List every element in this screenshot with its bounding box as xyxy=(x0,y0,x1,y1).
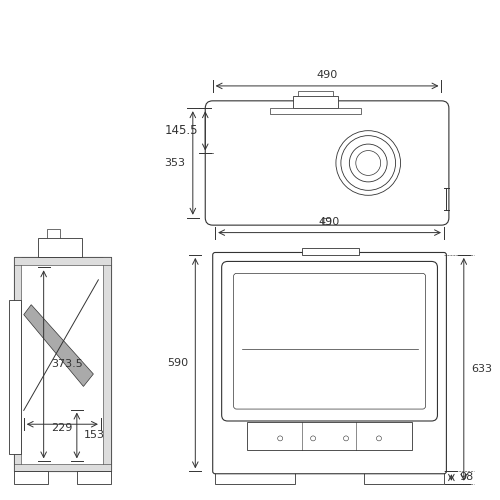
Bar xyxy=(38,238,82,258)
Text: 590: 590 xyxy=(166,358,188,368)
Bar xyxy=(270,108,362,114)
Text: 353: 353 xyxy=(164,158,186,168)
Bar xyxy=(322,218,330,224)
Polygon shape xyxy=(24,304,94,386)
Text: 490: 490 xyxy=(319,216,340,226)
Bar xyxy=(298,91,332,96)
FancyBboxPatch shape xyxy=(206,101,449,225)
Bar xyxy=(77,472,111,484)
Bar xyxy=(14,258,111,472)
Bar xyxy=(14,472,48,484)
Bar xyxy=(247,422,412,450)
Text: 633: 633 xyxy=(472,364,492,374)
Text: 490: 490 xyxy=(316,70,338,80)
FancyBboxPatch shape xyxy=(212,252,446,474)
Bar xyxy=(14,258,22,472)
Text: 373.5: 373.5 xyxy=(51,360,83,370)
Bar xyxy=(293,96,338,108)
Text: 153: 153 xyxy=(84,430,105,440)
Text: 98: 98 xyxy=(459,472,473,482)
Bar xyxy=(104,258,111,472)
Bar xyxy=(14,464,111,471)
Bar xyxy=(47,228,60,237)
Bar xyxy=(364,472,444,484)
Bar xyxy=(302,248,360,255)
Bar xyxy=(14,258,111,265)
Bar xyxy=(215,472,295,484)
Bar xyxy=(9,300,22,454)
Text: 229: 229 xyxy=(52,423,73,433)
Text: 145.5: 145.5 xyxy=(164,124,198,138)
